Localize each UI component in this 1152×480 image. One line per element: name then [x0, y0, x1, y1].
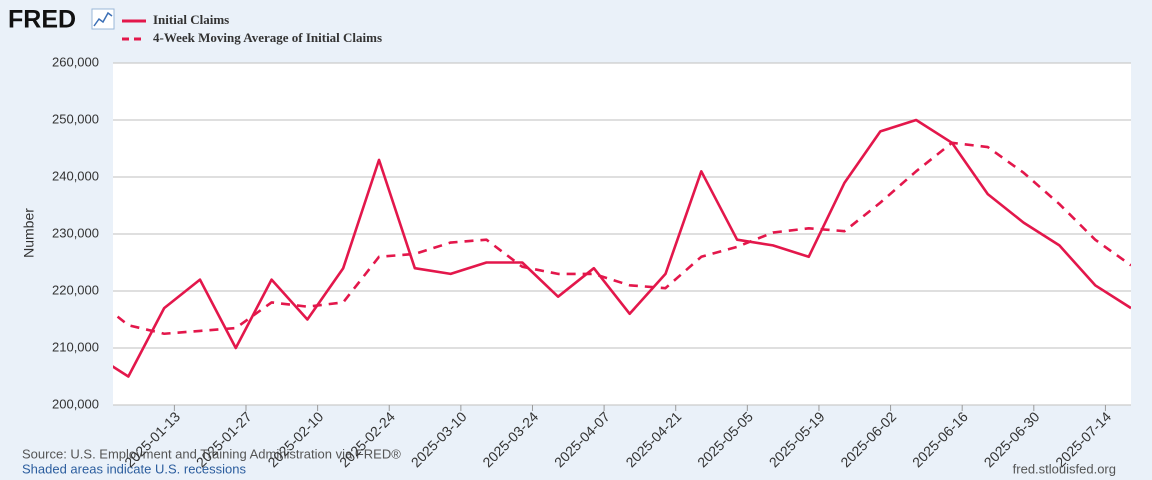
x-tick-label: 2025-06-02: [837, 408, 899, 470]
source: Source: U.S. Employment and Training Adm…: [22, 446, 401, 461]
y-tick-label: 210,000: [52, 339, 99, 354]
y-axis-label: Number: [21, 208, 37, 258]
x-tick-label: 2025-04-07: [551, 408, 613, 470]
y-tick-label: 220,000: [52, 282, 99, 297]
x-tick-label: 2025-03-24: [479, 408, 541, 470]
line: [113, 118, 1131, 378]
y-tick-label: 230,000: [52, 225, 99, 240]
x-tick-label: 2025-04-21: [622, 408, 684, 470]
logo: FRED: [8, 6, 76, 34]
x-tick-label: 2025-06-16: [909, 408, 971, 470]
legend-label: 4-Week Moving Average of Initial Claims: [153, 30, 382, 45]
logo-icon: [91, 8, 115, 30]
credit: fred.stlouisfed.org: [1013, 461, 1116, 476]
x-tick-label: 2025-05-05: [694, 408, 756, 470]
legend-label: Initial Claims: [153, 12, 229, 27]
y-tick-label: 200,000: [52, 396, 99, 411]
y-tick-label: 250,000: [52, 111, 99, 126]
y-tick-label: 260,000: [52, 54, 99, 69]
series-group: [113, 118, 1131, 378]
x-tick-label: 2025-05-19: [766, 408, 828, 470]
y-tick-label: 240,000: [52, 168, 99, 183]
note[interactable]: Shaded areas indicate U.S. recessions: [22, 461, 247, 476]
x-tick-label: 2025-03-10: [408, 408, 470, 470]
